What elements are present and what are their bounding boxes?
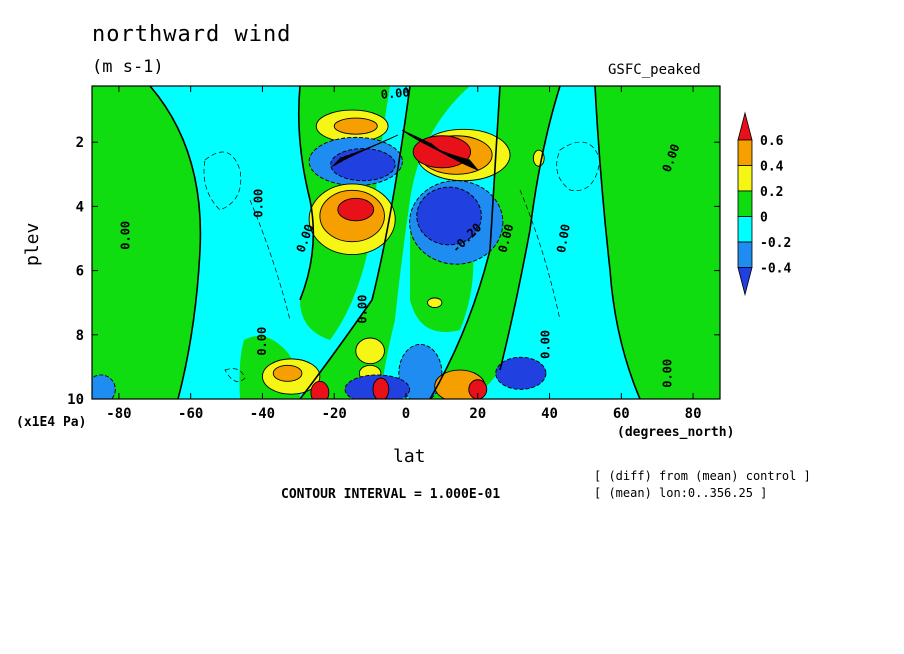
field-region-positive	[92, 86, 201, 399]
contour-label: 0.00	[660, 359, 674, 388]
contour-line-neg	[416, 186, 482, 246]
experiment-label: GSFC_peaked	[608, 62, 701, 78]
contour-line-pos	[468, 379, 488, 399]
field-feature-neg	[416, 187, 482, 245]
y-tick-label: 6	[76, 264, 84, 280]
colorbar-segment	[737, 111, 753, 141]
contour-label: 0.00	[380, 85, 410, 101]
note-mean: [ (mean) lon:0..356.25 ]	[594, 486, 768, 500]
contour-line-dense	[430, 142, 479, 171]
contour-line-negative	[249, 199, 291, 321]
contour-label: 0.00	[538, 330, 552, 359]
contour-line-pos	[333, 117, 378, 135]
field-feature-pos	[337, 198, 374, 221]
contour-line-zero	[429, 86, 501, 399]
contour-line-negative	[203, 151, 242, 211]
x-axis-unit: (degrees_north)	[617, 425, 735, 440]
contour-line-pos	[427, 297, 443, 308]
x-tick-label: 80	[685, 406, 702, 422]
colorbar-label: 0.4	[760, 160, 784, 175]
contour-line-neg	[398, 343, 443, 399]
field-feature-pos	[427, 297, 442, 308]
contour-line-negative	[224, 368, 246, 382]
colorbar-segment	[737, 267, 753, 297]
field-feature-neg	[495, 357, 546, 390]
y-tick-label: 4	[76, 199, 84, 215]
chart-units: (m s-1)	[92, 57, 164, 77]
contour-interval: CONTOUR INTERVAL = 1.000E-01	[281, 487, 501, 502]
y-axis-unit: (x1E4 Pa)	[16, 415, 87, 430]
colorbar-segment	[737, 216, 753, 243]
contour-line-zero	[299, 86, 411, 399]
colorbar-segment	[737, 190, 753, 217]
colorbar-label: 0	[760, 211, 768, 226]
contour-line-pos	[532, 149, 545, 167]
colorbar-segment	[737, 241, 753, 268]
field-feature-neg	[398, 344, 442, 399]
chart-title: northward wind	[92, 22, 292, 47]
contour-line-zero	[297, 86, 315, 301]
colorbar-label: -0.4	[760, 262, 791, 277]
contour-label: 0.00	[355, 295, 369, 324]
contour-line-pos	[262, 358, 321, 395]
field-feature-pos	[372, 378, 389, 399]
contour-line-pos	[272, 364, 303, 382]
contour-line-zero	[499, 86, 561, 371]
contour-label: 0.00	[251, 189, 265, 218]
contour-line-pos	[308, 183, 396, 255]
contour-line-pos	[337, 197, 375, 222]
contour-line-dense	[331, 147, 370, 168]
contour-line-neg	[495, 356, 547, 390]
colorbar-label: 0.6	[760, 134, 784, 149]
contour-line-pos	[310, 380, 330, 399]
field-region-positive	[595, 86, 720, 399]
contour-line-zero	[594, 86, 641, 399]
y-tick-label: 10	[67, 392, 84, 408]
contour-label: 0.00	[255, 327, 269, 356]
contour-line-neg	[92, 374, 116, 399]
x-axis-label: lat	[393, 446, 426, 467]
x-tick-label: 60	[613, 406, 630, 422]
x-tick-label: -40	[250, 406, 275, 422]
y-tick-label: 8	[76, 328, 84, 344]
contour-field	[92, 86, 720, 399]
x-tick-label: 40	[541, 406, 558, 422]
field-feature-pos	[310, 381, 329, 399]
colorbar: 0.6 0.4 0.2 0 -0.2 -0.4	[737, 111, 791, 297]
x-tick-label: -60	[178, 406, 203, 422]
field-feature-neg	[92, 374, 116, 399]
contour-line-neg	[330, 148, 396, 182]
x-tick-label: 0	[402, 406, 410, 422]
note-diff: [ (diff) from (mean) control ]	[594, 469, 811, 483]
contour-line-neg	[344, 374, 411, 399]
contour-line-pos	[412, 135, 472, 169]
colorbar-label: -0.2	[760, 236, 791, 251]
contour-line-pos	[319, 189, 385, 243]
x-tick-label: -80	[106, 406, 131, 422]
contour-label: 0.00	[119, 221, 133, 250]
x-tick-label: 20	[469, 406, 486, 422]
colorbar-segment	[737, 139, 753, 166]
contour-line-negative	[556, 141, 601, 191]
field-feature-pos	[334, 118, 378, 135]
field-feature-pos	[468, 379, 487, 399]
field-feature-pos	[273, 365, 302, 382]
contour-line-neg	[409, 180, 504, 265]
colorbar-segment	[737, 165, 753, 192]
contour-label: 0.00	[554, 223, 573, 254]
contour-line-pos	[355, 337, 385, 365]
y-tick-label: 2	[76, 135, 84, 151]
colorbar-label: 0.2	[760, 185, 783, 200]
contour-line-negative	[519, 189, 561, 321]
contour-line-zero	[149, 86, 202, 399]
contour-line-pos	[372, 377, 390, 399]
field-feature-pos	[355, 338, 385, 364]
x-tick-label: -20	[322, 406, 347, 422]
